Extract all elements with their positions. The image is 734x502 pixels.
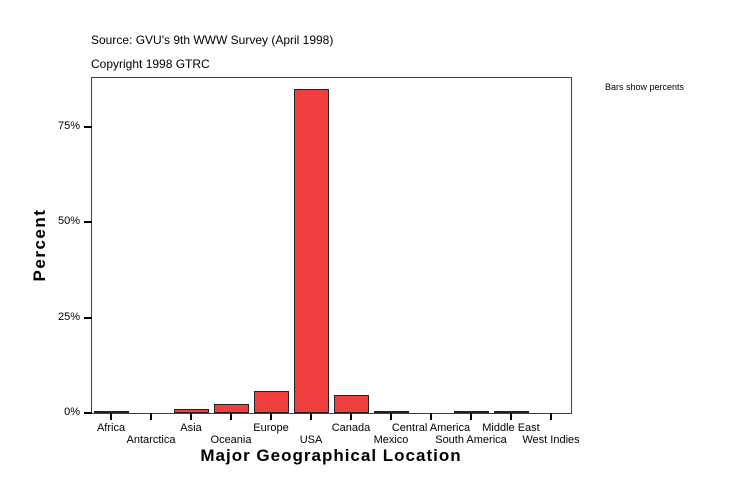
- x-category-label: Europe: [253, 422, 289, 434]
- x-category-label: Central America: [391, 422, 471, 434]
- x-category-label: Antarctica: [126, 434, 176, 446]
- y-tick-label: 0%: [64, 406, 80, 418]
- y-tick: [84, 316, 92, 319]
- x-tick: [510, 413, 512, 420]
- bar: [214, 403, 249, 413]
- x-tick: [230, 413, 232, 420]
- chart-source: Source: GVU's 9th WWW Survey (April 1998…: [91, 33, 334, 47]
- y-tick-label: 50%: [57, 215, 80, 228]
- bar: [294, 88, 329, 413]
- x-category-label: Oceania: [210, 434, 252, 446]
- x-tick: [350, 413, 352, 420]
- bar: [334, 395, 369, 413]
- x-tick: [310, 413, 312, 420]
- bar: [454, 411, 489, 413]
- x-category-label: USA: [299, 434, 323, 446]
- x-tick: [430, 413, 432, 420]
- chart-annotation: Bars show percents: [605, 82, 685, 92]
- y-tick-label: 25%: [57, 310, 80, 323]
- y-tick-label: 75%: [57, 120, 80, 132]
- bar: [494, 411, 529, 413]
- bar: [374, 411, 409, 413]
- x-axis-label: Major Geographical Location: [200, 446, 462, 465]
- x-tick: [470, 413, 472, 420]
- x-category-label: Mexico: [373, 434, 409, 446]
- x-category-label: Africa: [96, 422, 126, 434]
- x-category-label: Asia: [180, 422, 202, 434]
- plot-area: [91, 77, 572, 414]
- x-tick: [150, 413, 152, 420]
- y-tick: [84, 126, 92, 128]
- bar: [254, 390, 289, 413]
- x-tick: [270, 413, 272, 420]
- x-tick: [110, 413, 112, 420]
- x-tick: [190, 413, 192, 420]
- x-tick: [390, 413, 392, 420]
- x-category-label: South America: [435, 434, 507, 446]
- x-category-label: Middle East: [482, 422, 540, 434]
- y-axis-label: Percent: [30, 208, 49, 282]
- bar: [94, 411, 129, 413]
- bar: [174, 408, 209, 413]
- x-tick: [550, 413, 552, 420]
- chart-copyright: Copyright 1998 GTRC: [91, 57, 210, 71]
- x-category-label: Canada: [331, 422, 371, 434]
- y-tick: [84, 412, 92, 414]
- y-tick: [84, 221, 92, 224]
- x-category-label: West Indies: [522, 434, 580, 446]
